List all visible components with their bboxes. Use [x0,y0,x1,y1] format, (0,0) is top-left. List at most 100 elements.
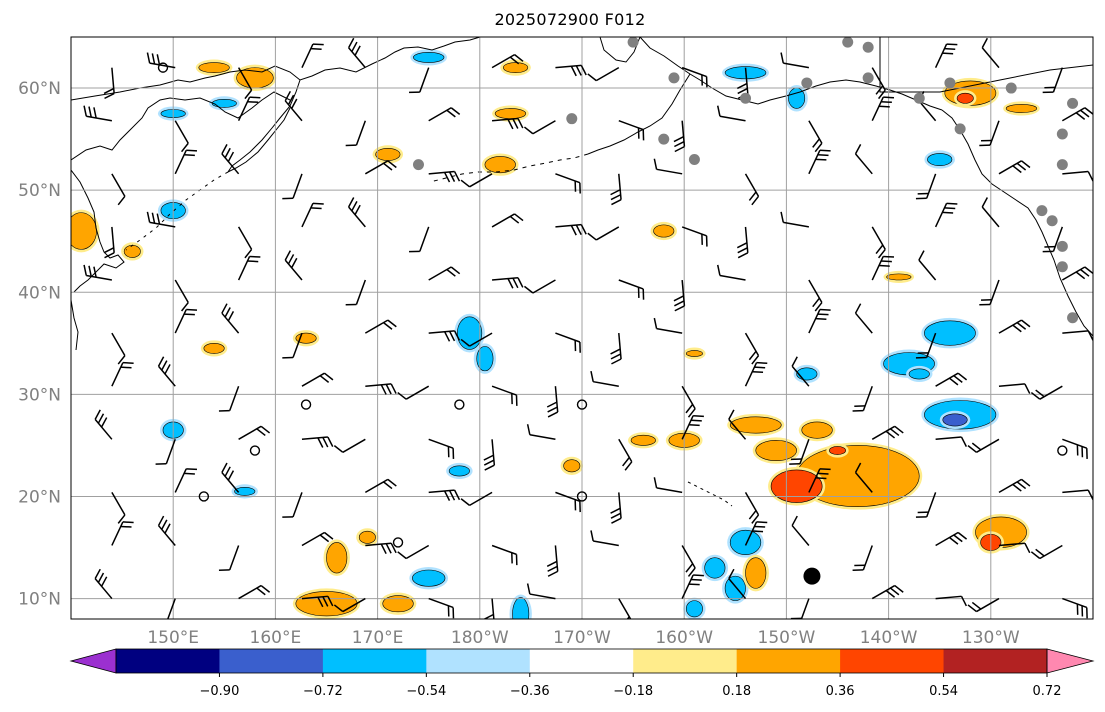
anomaly-contour [942,413,968,427]
wind-barb [237,226,253,259]
anomaly-contour [211,98,237,108]
colorbar-segment [633,649,738,673]
wind-barb [935,531,968,547]
wind-barb [673,120,686,153]
wind-barb [934,202,958,228]
map-title: 2025072900 F012 [494,10,646,29]
wind-barb [610,492,622,524]
wind-barb [111,361,134,387]
wind-barb [871,67,886,100]
anomaly-contour [630,434,656,446]
wind-barb [998,542,1031,554]
wind-barb [555,173,581,194]
wind-barb [744,173,760,206]
wind-barb [935,372,968,387]
wind-barb [915,332,937,359]
anomaly-contour [924,320,976,346]
wind-barb [103,226,115,259]
gray-dot-marker [1046,215,1058,227]
wind-barb [523,120,556,135]
anomaly-contour [198,62,230,74]
colorbar-segment [426,649,531,673]
anomaly-contour [382,595,414,613]
anomaly-contour [724,575,746,601]
wind-barb [935,436,968,447]
wind-barb [618,279,645,300]
wind-barb [546,386,559,418]
coastline-alaska-peninsula [587,73,691,155]
colorbar-extend-low [69,648,117,674]
anomaly-contour [326,542,348,574]
open-circle-marker [576,491,588,502]
wind-barb [871,255,895,281]
wind-barb [428,489,461,501]
wind-barb [744,361,768,387]
gray-dot-marker [658,133,670,145]
wind-barb [365,542,397,555]
wind-barb [871,584,904,600]
coastline-okhotsk [71,91,291,161]
wind-barb [854,144,873,175]
wind-barb [491,276,524,289]
wind-barb [1030,385,1063,400]
wind-barb [681,545,696,577]
colorbar-segment [322,649,427,673]
wind-barb [347,197,366,228]
wind-barb [301,202,324,228]
wind-barb [998,160,1031,175]
gray-dot-marker [688,154,700,166]
wind-barb [789,439,810,465]
anomaly-contour [448,465,470,477]
gray-dot-marker [1056,240,1068,252]
wind-barb [111,332,126,365]
wind-barb [1061,266,1093,281]
wind-barb [460,491,493,507]
wind-barb [282,173,303,200]
wind-barb [221,303,240,334]
wind-barb [590,370,619,387]
anomaly-contour [770,469,823,503]
gray-dot-marker [1056,128,1068,140]
colorbar-tick-label: −0.54 [406,684,446,699]
wind-barb [238,584,271,600]
anomaly-contour [653,224,675,238]
wind-barb [1042,67,1064,94]
wind-barb [1030,544,1063,560]
anomaly-contour [234,486,256,496]
gray-dot-marker [954,123,966,135]
colorbar-tick-label: 0.54 [929,684,958,699]
wind-barb [157,515,176,546]
wind-barb [590,530,619,547]
anomaly-contour [203,343,225,354]
wind-barb [301,436,334,448]
wind-barb [736,226,749,259]
colorbar-tick-label: 0.36 [826,684,855,699]
wind-barb [918,250,937,281]
coastline-japan [71,299,79,351]
wind-barb [409,226,430,253]
lon-label: 140°W [860,628,918,648]
wind-barb [364,160,397,175]
wind-barb [174,308,198,334]
kuril-chain [125,171,229,251]
station-markers [157,37,1079,585]
wind-barb [218,545,240,572]
wind-barb [428,266,461,281]
wind-barb [221,462,240,493]
anomaly-contours [71,49,1040,619]
gray-dot-marker [1036,205,1048,217]
colorbar-segment [219,649,324,673]
wind-barb [428,330,461,342]
wind-barb [967,597,1000,613]
colorbar-segment [840,649,945,673]
wind-barb [347,37,366,69]
lon-label: 160°E [250,628,302,648]
wind-barb [555,332,581,353]
anomaly-contour [829,446,846,455]
wind-barb [526,424,556,441]
wind-barb [83,105,113,122]
wind-barb [610,333,622,365]
wind-barb [681,414,704,440]
wind-barb [981,37,1000,69]
wind-barb [282,332,303,359]
